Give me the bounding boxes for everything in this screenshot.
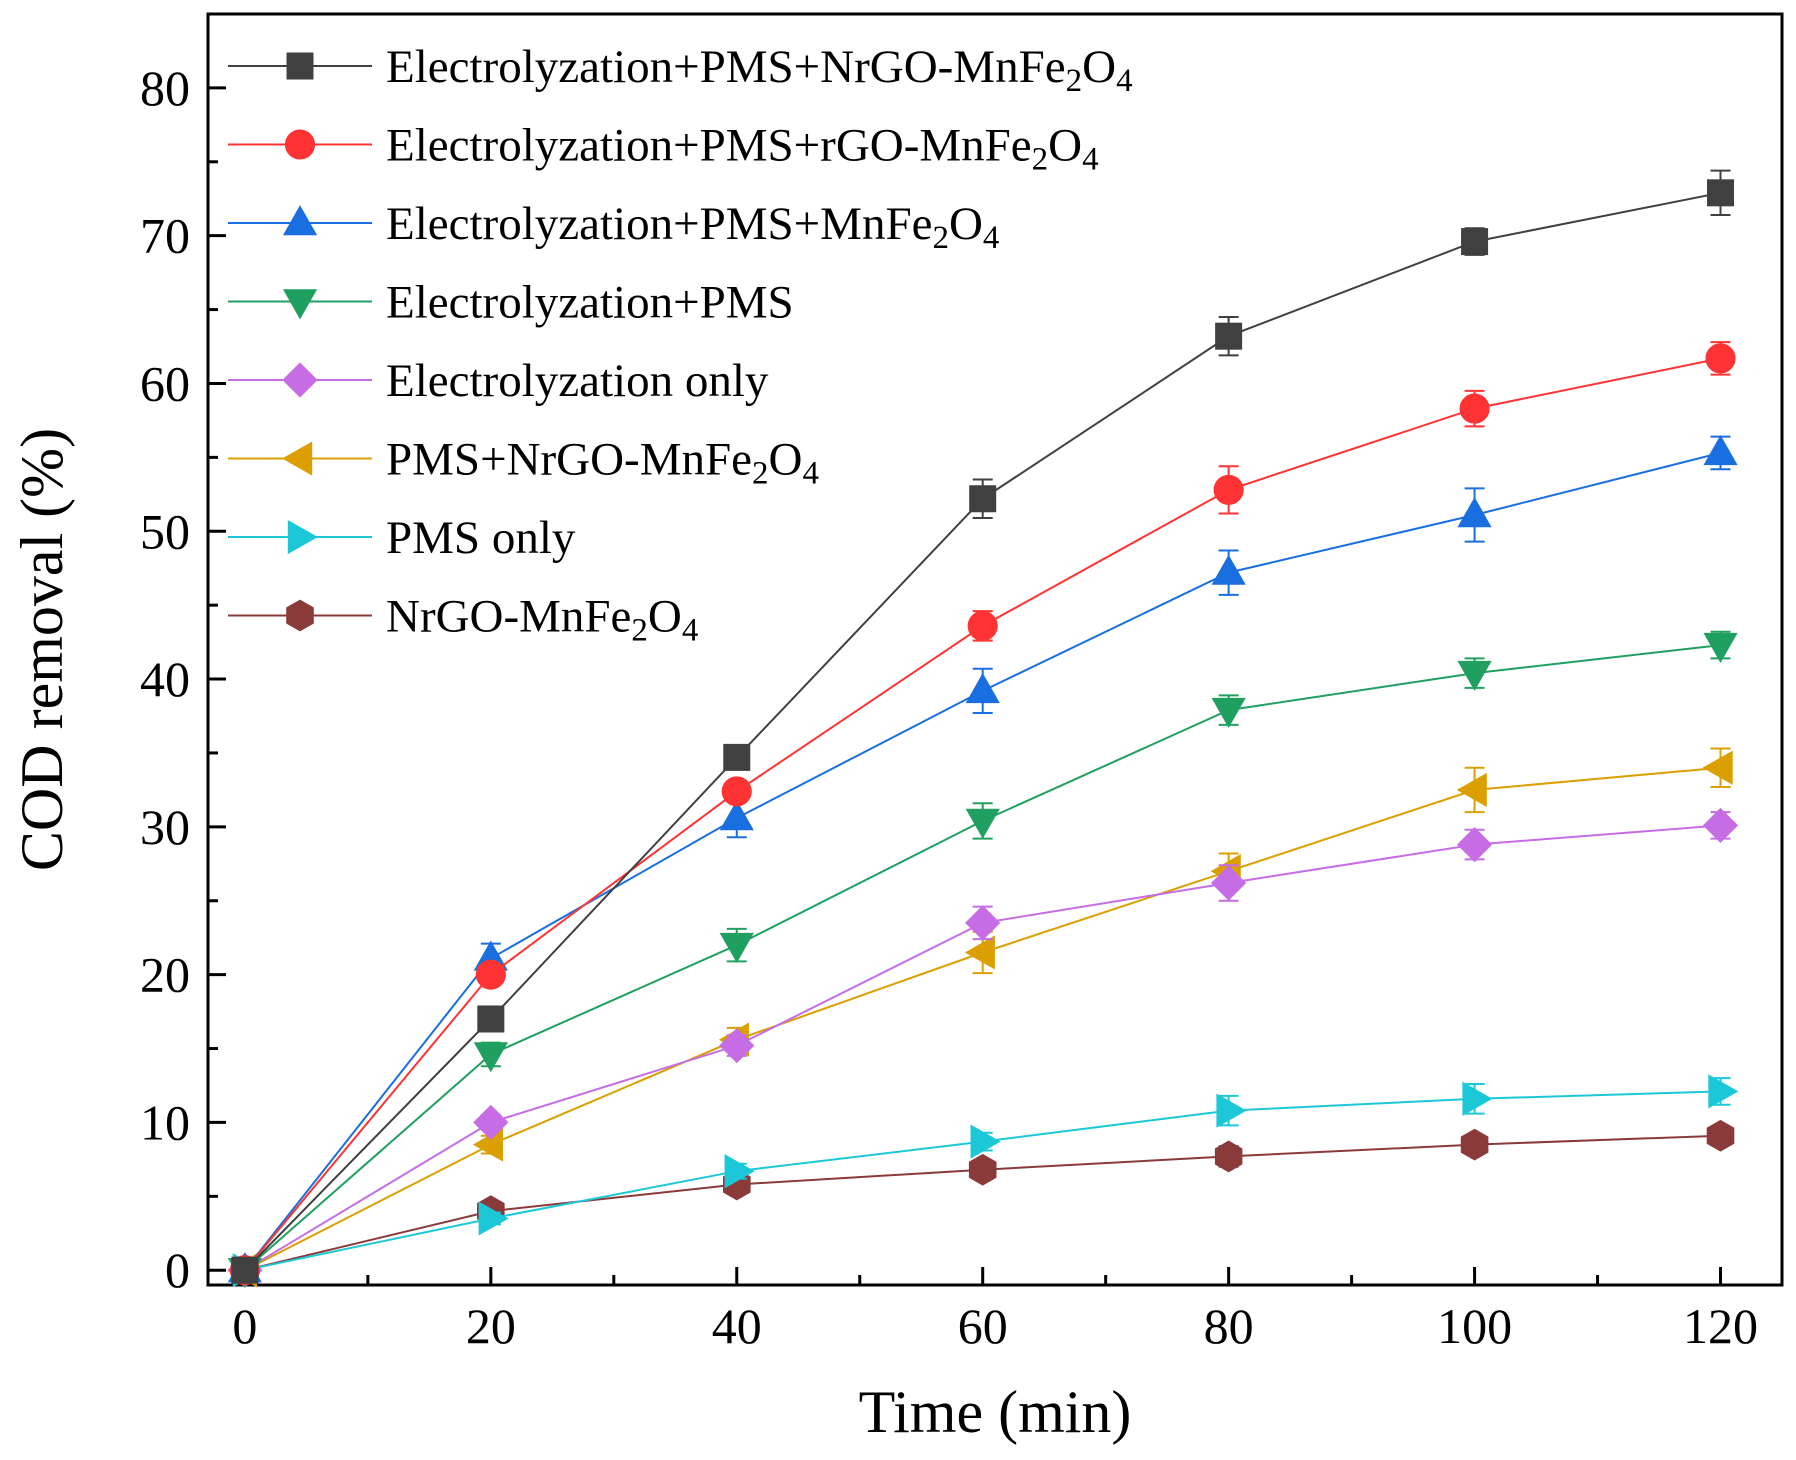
data-point — [724, 744, 750, 770]
data-point — [967, 674, 1000, 703]
data-point — [232, 1257, 258, 1283]
data-point — [1709, 1075, 1738, 1108]
x-tick-label: 120 — [1683, 1298, 1758, 1354]
data-point — [476, 960, 505, 989]
legend-label: Electrolyzation only — [386, 355, 769, 407]
x-tick-label: 0 — [232, 1298, 257, 1354]
x-axis-title: Time (min) — [859, 1379, 1132, 1445]
x-tick-label: 60 — [958, 1298, 1008, 1354]
data-point — [1704, 633, 1737, 662]
x-tick-label: 80 — [1204, 1298, 1254, 1354]
data-point — [1708, 180, 1734, 206]
legend-entry: Electrolyzation only — [228, 355, 769, 407]
series-4 — [228, 809, 1737, 1288]
legend: Electrolyzation+PMS+NrGO-MnFe2O4 Electrol… — [228, 41, 1133, 649]
axis-ticks — [208, 88, 1721, 1285]
data-point — [1463, 1083, 1492, 1116]
legend-marker — [283, 363, 317, 397]
y-tick-label: 0 — [165, 1242, 190, 1298]
data-point — [1458, 828, 1492, 862]
data-point — [1704, 436, 1737, 465]
y-tick-label: 20 — [140, 947, 190, 1003]
data-point — [1462, 229, 1488, 255]
legend-marker — [288, 521, 317, 554]
legend-entry: PMS+NrGO-MnFe2O4 — [228, 434, 819, 492]
data-point — [1216, 323, 1242, 349]
x-tick-label: 20 — [466, 1298, 516, 1354]
legend-entry: Electrolyzation+PMS+NrGO-MnFe2O4 — [228, 41, 1133, 99]
legend-label: PMS only — [386, 512, 576, 564]
legend-entry: Electrolyzation+PMS+MnFe2O4 — [228, 198, 999, 256]
series-0 — [232, 171, 1734, 1284]
legend-entry: PMS only — [228, 512, 576, 564]
y-tick-label: 10 — [140, 1094, 190, 1150]
legend-label: Electrolyzation+PMS — [386, 277, 794, 329]
data-point — [967, 809, 1000, 838]
legend-label: Electrolyzation+PMS+rGO-MnFe2O4 — [386, 120, 1099, 178]
legend-marker — [285, 130, 314, 159]
cod-removal-chart: 0 20 40 60 80 100 120 0 10 20 30 40 50 60 70 80 Time (m… — [0, 0, 1796, 1460]
legend-marker — [283, 442, 312, 475]
data-point — [966, 936, 995, 969]
legend-marker — [287, 600, 314, 631]
y-tick-label: 30 — [140, 799, 190, 855]
series-layer — [228, 171, 1737, 1287]
data-point — [478, 1006, 504, 1032]
y-tick-label: 40 — [140, 651, 190, 707]
data-point — [1212, 698, 1245, 727]
data-point — [1704, 752, 1733, 785]
data-point — [475, 1043, 508, 1072]
data-point — [1707, 1120, 1734, 1151]
legend-marker — [284, 290, 317, 319]
y-tick-label: 60 — [140, 355, 190, 411]
data-point — [1706, 344, 1735, 373]
legend-entry: NrGO-MnFe2O4 — [228, 591, 698, 649]
legend-label: Electrolyzation+PMS+NrGO-MnFe2O4 — [386, 41, 1133, 99]
data-point — [970, 486, 996, 512]
tick-labels: 0 20 40 60 80 100 120 0 10 20 30 40 50 60 70 80 — [140, 60, 1758, 1354]
data-point — [1461, 1129, 1488, 1160]
y-tick-label: 50 — [140, 503, 190, 559]
y-tick-label: 80 — [140, 60, 190, 116]
legend-label: PMS+NrGO-MnFe2O4 — [386, 434, 819, 492]
data-point — [722, 777, 751, 806]
legend-marker — [287, 53, 313, 79]
x-tick-label: 40 — [712, 1298, 762, 1354]
y-axis-title: COD removal (%) — [9, 428, 75, 871]
data-point — [1704, 809, 1738, 843]
data-point — [969, 1154, 996, 1185]
legend-label: NrGO-MnFe2O4 — [386, 591, 698, 649]
x-tick-label: 100 — [1437, 1298, 1512, 1354]
series-line — [245, 825, 1721, 1270]
data-point — [1217, 1094, 1246, 1127]
legend-label: Electrolyzation+PMS+MnFe2O4 — [386, 198, 999, 256]
data-point — [971, 1125, 1000, 1158]
data-point — [1458, 774, 1487, 807]
legend-entry: Electrolyzation+PMS — [228, 277, 794, 329]
legend-marker — [284, 206, 317, 235]
data-point — [966, 906, 1000, 940]
legend-entry: Electrolyzation+PMS+rGO-MnFe2O4 — [228, 120, 1099, 178]
data-point — [968, 611, 997, 640]
data-point — [1460, 394, 1489, 423]
data-point — [1214, 475, 1243, 504]
y-tick-label: 70 — [140, 208, 190, 264]
data-point — [721, 933, 754, 962]
